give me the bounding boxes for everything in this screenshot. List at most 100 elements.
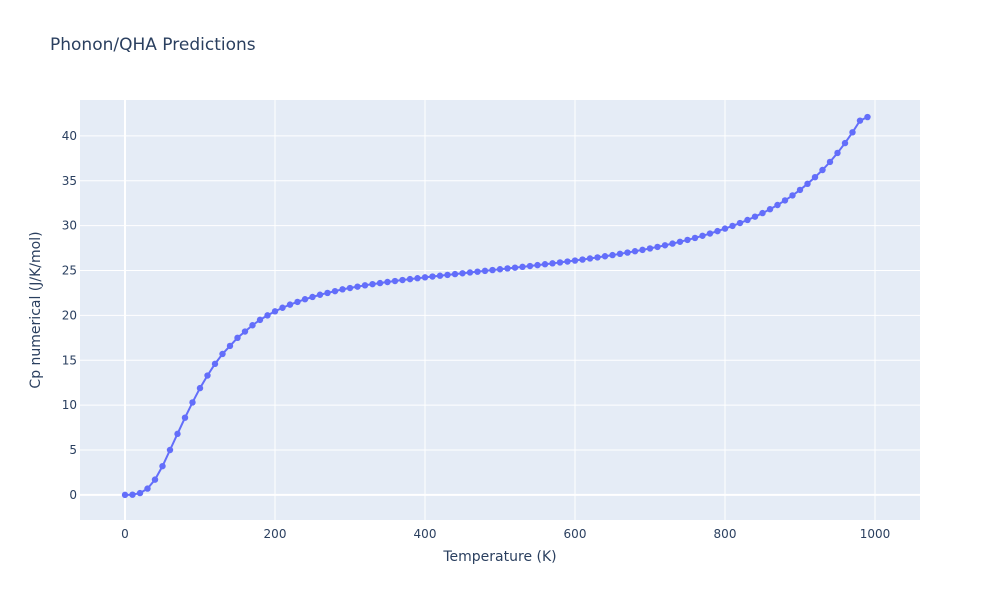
data-point[interactable] [699, 232, 706, 239]
data-point[interactable] [271, 308, 279, 315]
data-point[interactable] [451, 270, 459, 278]
data-point[interactable] [736, 219, 744, 227]
data-point[interactable] [219, 350, 226, 358]
data-point[interactable] [744, 216, 751, 224]
data-point[interactable] [249, 322, 256, 329]
data-point[interactable] [811, 173, 819, 181]
data-point[interactable] [504, 265, 511, 272]
data-point[interactable] [226, 342, 234, 350]
data-point[interactable] [534, 261, 541, 269]
data-point[interactable] [526, 262, 534, 270]
data-point[interactable] [414, 275, 421, 282]
data-point[interactable] [181, 414, 189, 421]
data-point[interactable] [601, 253, 609, 260]
data-point[interactable] [594, 254, 601, 261]
data-point[interactable] [324, 289, 331, 297]
data-point[interactable] [339, 286, 346, 293]
data-point[interactable] [331, 287, 339, 295]
data-point[interactable] [616, 250, 624, 258]
data-point[interactable] [256, 316, 264, 324]
data-point[interactable] [144, 485, 151, 492]
data-point[interactable] [444, 271, 451, 279]
data-point[interactable] [346, 284, 354, 292]
data-point[interactable] [759, 209, 766, 217]
data-point[interactable] [519, 263, 526, 271]
data-point[interactable] [684, 236, 691, 244]
data-point[interactable] [781, 197, 789, 204]
data-point[interactable] [819, 166, 826, 174]
data-point[interactable] [489, 266, 496, 274]
data-point[interactable] [264, 312, 271, 319]
data-point[interactable] [579, 256, 586, 263]
data-point[interactable] [234, 334, 241, 342]
data-point[interactable] [541, 261, 549, 268]
data-point[interactable] [609, 251, 616, 259]
data-point[interactable] [639, 246, 646, 254]
data-point[interactable] [586, 255, 594, 262]
data-point[interactable] [241, 328, 249, 335]
data-point[interactable] [316, 291, 324, 298]
data-point[interactable] [354, 283, 361, 290]
data-point[interactable] [706, 230, 714, 237]
data-point[interactable] [564, 258, 571, 265]
data-point[interactable] [864, 113, 871, 121]
data-point[interactable] [159, 462, 166, 470]
data-point[interactable] [841, 139, 849, 147]
data-point[interactable] [309, 293, 316, 301]
data-point[interactable] [631, 248, 639, 255]
data-point[interactable] [376, 279, 384, 287]
data-point[interactable] [196, 384, 204, 392]
data-point[interactable] [174, 430, 181, 438]
data-point[interactable] [121, 491, 129, 499]
data-point[interactable] [399, 276, 406, 284]
data-point[interactable] [556, 259, 564, 266]
data-point[interactable] [496, 266, 504, 273]
data-point[interactable] [279, 304, 286, 311]
data-point[interactable] [774, 201, 781, 209]
data-point[interactable] [796, 186, 804, 194]
data-point[interactable] [301, 296, 309, 303]
data-point[interactable] [751, 213, 759, 220]
data-point[interactable] [369, 280, 376, 288]
data-point[interactable] [624, 249, 631, 256]
data-point[interactable] [406, 275, 414, 283]
data-point[interactable] [286, 301, 294, 308]
data-point[interactable] [211, 360, 219, 368]
data-point[interactable] [459, 270, 466, 277]
data-point[interactable] [136, 489, 144, 497]
data-point[interactable] [511, 264, 519, 271]
data-point[interactable] [391, 277, 399, 285]
data-point[interactable] [849, 129, 856, 136]
data-point[interactable] [654, 243, 661, 251]
data-point[interactable] [661, 242, 669, 249]
data-point[interactable] [676, 238, 684, 245]
data-point[interactable] [436, 272, 444, 279]
data-point[interactable] [129, 491, 136, 498]
data-point[interactable] [421, 274, 429, 281]
data-point[interactable] [481, 267, 489, 275]
data-point[interactable] [204, 372, 211, 379]
data-point[interactable] [646, 245, 654, 252]
data-point[interactable] [766, 206, 774, 213]
data-point[interactable] [826, 158, 834, 166]
data-point[interactable] [729, 222, 736, 230]
data-point[interactable] [466, 269, 474, 276]
data-point[interactable] [361, 282, 369, 289]
data-point[interactable] [669, 240, 676, 247]
data-point[interactable] [571, 257, 579, 264]
data-point[interactable] [166, 446, 174, 454]
data-point[interactable] [834, 149, 841, 157]
data-point[interactable] [714, 227, 721, 235]
data-point[interactable] [691, 234, 699, 242]
data-point[interactable] [721, 225, 729, 232]
data-point[interactable] [549, 260, 556, 267]
data-point[interactable] [189, 399, 196, 406]
data-point[interactable] [474, 268, 481, 275]
data-point[interactable] [429, 273, 436, 280]
data-point[interactable] [804, 180, 811, 188]
data-point[interactable] [856, 117, 864, 124]
data-point[interactable] [789, 192, 796, 199]
data-point[interactable] [294, 298, 301, 306]
data-point[interactable] [151, 476, 159, 483]
data-point[interactable] [384, 278, 391, 286]
